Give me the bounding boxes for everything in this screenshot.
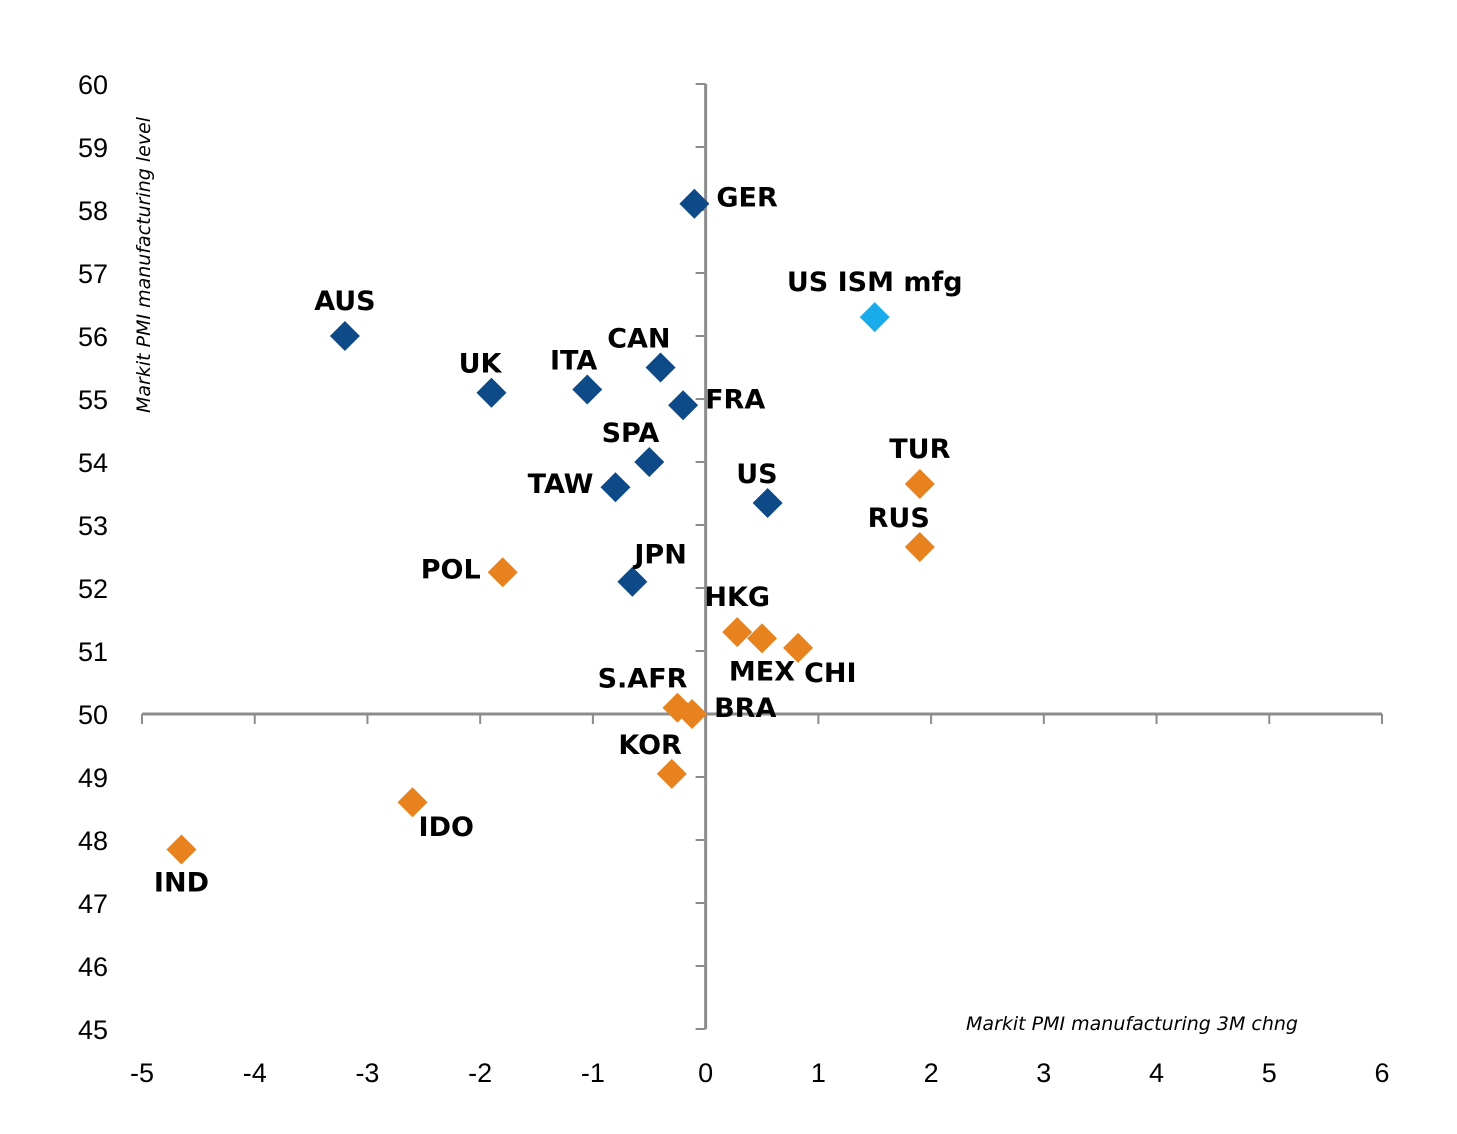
point-ind	[166, 834, 197, 865]
x-tick-label: 4	[1149, 1058, 1164, 1088]
point-ita	[572, 374, 603, 405]
y-tick-label: 52	[78, 574, 108, 604]
point-label: IDO	[419, 812, 474, 843]
point-label: AUS	[314, 286, 375, 317]
point-label: TUR	[889, 434, 950, 465]
point-taw	[600, 472, 631, 503]
y-tick-label: 51	[78, 637, 108, 667]
x-tick-label: -1	[581, 1058, 605, 1088]
data-points	[166, 188, 935, 865]
point-label: CHI	[804, 658, 856, 689]
point-spa	[634, 447, 665, 477]
point-label: KOR	[618, 730, 682, 761]
y-tick-label: 53	[78, 511, 108, 541]
point-label: IND	[154, 867, 209, 898]
y-tick-label: 46	[78, 952, 108, 982]
y-tick-label: 49	[78, 763, 108, 793]
point-kor	[656, 758, 687, 789]
x-tick-label: 2	[924, 1058, 939, 1088]
y-tick-label: 55	[78, 385, 108, 415]
point-tur	[904, 469, 935, 500]
x-tick-label: 3	[1036, 1058, 1051, 1088]
point-us	[752, 487, 783, 518]
x-tick-label: -3	[355, 1058, 379, 1088]
point-label: GER	[716, 183, 778, 214]
point-label: HKG	[704, 582, 770, 613]
point-label: POL	[421, 554, 481, 585]
point-label: UK	[459, 349, 503, 380]
y-tick-label: 45	[78, 1015, 108, 1045]
point-label: RUS	[868, 503, 930, 534]
point-jpn	[617, 566, 648, 597]
point-label: S.AFR	[598, 664, 688, 695]
point-label: JPN	[632, 540, 686, 571]
point-bra	[677, 699, 708, 729]
axes: -5 -4 -3 -2 -1 0 1 2 3 4 5 645464748495051525354555…	[78, 70, 1390, 1088]
point-label: TAW	[528, 469, 594, 500]
point-uk	[476, 377, 507, 408]
point-rus	[904, 532, 935, 563]
point-fra	[668, 390, 699, 421]
point-label: US ISM mfg	[787, 267, 963, 298]
y-tick-label: 60	[78, 70, 108, 100]
y-tick-label: 50	[78, 700, 108, 730]
x-tick-label: -2	[468, 1058, 492, 1088]
y-tick-label: 47	[78, 889, 108, 919]
y-tick-label: 48	[78, 826, 108, 856]
point-label: CAN	[607, 324, 670, 355]
point-aus	[329, 321, 360, 351]
x-tick-label: -5	[130, 1058, 154, 1088]
x-axis-title: Markit PMI manufacturing 3M chng	[966, 1013, 1298, 1035]
point-label: ITA	[550, 346, 597, 377]
y-tick-label: 57	[78, 259, 108, 289]
x-tick-label: 5	[1262, 1058, 1277, 1088]
y-tick-label: 56	[78, 322, 108, 352]
point-label: SPA	[602, 418, 660, 449]
point-ido	[397, 787, 428, 818]
point-label: FRA	[705, 384, 765, 415]
x-tick-label: -4	[243, 1058, 267, 1088]
point-hkg	[722, 617, 753, 648]
y-tick-label: 59	[78, 133, 108, 163]
point-pol	[487, 557, 518, 588]
point-label: BRA	[714, 693, 776, 724]
point-ger	[679, 188, 710, 219]
x-tick-label: 6	[1374, 1058, 1389, 1088]
point-label: US	[736, 459, 777, 490]
point-label: MEX	[729, 656, 795, 687]
y-axis-title: Markit PMI manufacturing level	[133, 116, 155, 413]
point-labels: GER US ISM mfg AUS CAN UK ITA FRA SPA TAW US JPN TU…	[154, 183, 963, 899]
x-tick-label: 0	[698, 1058, 713, 1088]
y-tick-label: 58	[78, 196, 108, 226]
point-us-ism-mfg	[859, 302, 890, 333]
point-can	[645, 352, 676, 383]
point-mex	[747, 623, 777, 654]
point-chi	[783, 632, 814, 663]
y-tick-label: 54	[78, 448, 108, 478]
x-tick-label: 1	[811, 1058, 826, 1088]
